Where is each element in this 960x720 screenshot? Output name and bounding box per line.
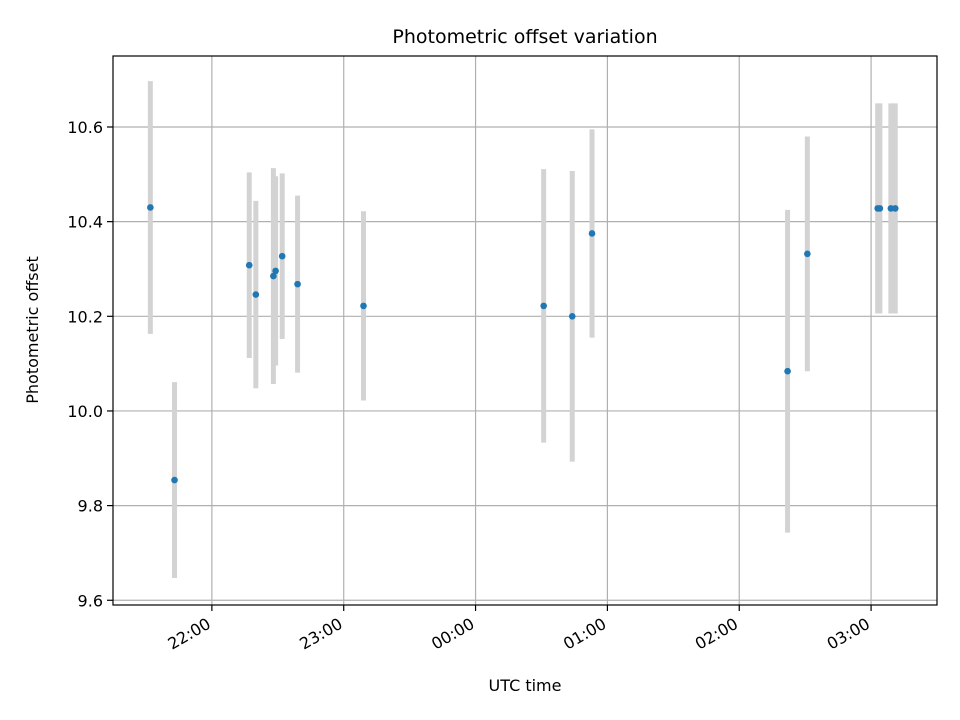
point-layer	[147, 204, 899, 484]
data-point	[294, 280, 301, 288]
data-point	[272, 267, 279, 275]
y-tick-label: 10.0	[67, 402, 103, 421]
data-point	[252, 291, 260, 298]
data-point	[278, 252, 286, 260]
data-point	[891, 205, 899, 212]
chart-title: Photometric offset variation	[392, 26, 657, 48]
data-point	[784, 367, 791, 375]
x-axis-label: UTC time	[489, 676, 562, 695]
data-point	[245, 261, 253, 269]
data-point	[270, 272, 277, 280]
y-tick-label: 9.6	[78, 591, 103, 610]
data-point	[147, 204, 154, 211]
y-axis-label: Photometric offset	[23, 256, 42, 404]
y-tick-label: 10.6	[67, 118, 103, 137]
data-point	[171, 476, 178, 484]
data-point	[568, 313, 576, 320]
data-point	[540, 302, 547, 310]
data-point	[360, 302, 367, 310]
data-point	[804, 250, 811, 258]
plot-frame	[112, 55, 938, 606]
y-tick-label: 9.8	[78, 497, 103, 516]
data-point	[588, 230, 596, 237]
data-point	[876, 205, 884, 212]
y-tick-label: 10.4	[67, 213, 103, 232]
y-tick-label: 10.2	[67, 307, 103, 326]
